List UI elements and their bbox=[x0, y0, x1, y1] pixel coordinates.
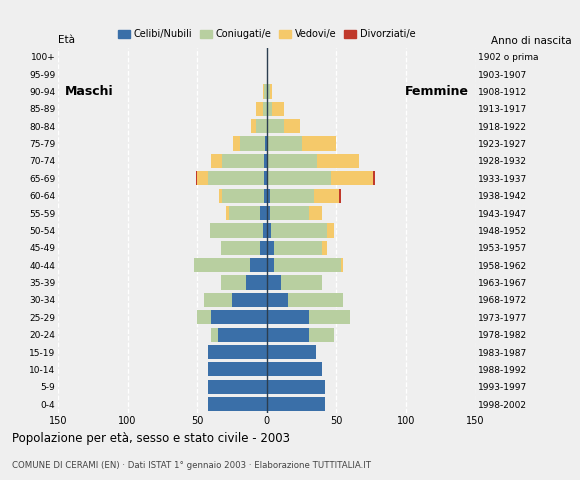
Bar bbox=[309, 327, 333, 342]
Bar bbox=[284, 119, 300, 133]
Bar bbox=[208, 171, 264, 185]
Bar bbox=[208, 397, 267, 411]
Legend: Celibi/Nubili, Coniugati/e, Vedovi/e, Divorziati/e: Celibi/Nubili, Coniugati/e, Vedovi/e, Di… bbox=[114, 25, 419, 43]
Bar bbox=[229, 206, 260, 220]
Text: COMUNE DI CERAMI (EN) · Dati ISTAT 1° gennaio 2003 · Elaborazione TUTTITALIA.IT: COMUNE DI CERAMI (EN) · Dati ISTAT 1° ge… bbox=[12, 461, 371, 470]
Bar bbox=[218, 327, 267, 342]
Bar bbox=[232, 293, 267, 307]
Bar bbox=[327, 223, 333, 238]
Bar bbox=[264, 84, 267, 98]
Bar bbox=[233, 136, 240, 151]
Bar bbox=[267, 276, 281, 289]
Bar bbox=[267, 310, 309, 324]
Bar bbox=[264, 171, 267, 185]
Bar bbox=[267, 362, 322, 376]
Bar bbox=[273, 102, 284, 116]
Bar bbox=[267, 258, 274, 272]
Bar bbox=[194, 258, 250, 272]
Bar bbox=[270, 206, 309, 220]
Bar bbox=[302, 136, 336, 151]
Bar bbox=[271, 223, 327, 238]
Bar bbox=[268, 171, 331, 185]
Bar bbox=[219, 189, 222, 203]
Bar bbox=[263, 102, 267, 116]
Bar bbox=[339, 189, 340, 203]
Bar bbox=[256, 102, 263, 116]
Bar bbox=[256, 119, 267, 133]
Bar bbox=[222, 154, 264, 168]
Bar bbox=[210, 223, 263, 238]
Bar bbox=[317, 154, 358, 168]
Bar bbox=[267, 293, 288, 307]
Text: Maschi: Maschi bbox=[65, 85, 114, 98]
Bar bbox=[267, 136, 302, 151]
Bar bbox=[309, 206, 322, 220]
Bar bbox=[226, 206, 229, 220]
Bar bbox=[267, 84, 270, 98]
Bar bbox=[331, 171, 372, 185]
Bar bbox=[264, 154, 267, 168]
Bar bbox=[268, 154, 317, 168]
Bar bbox=[211, 310, 267, 324]
Bar bbox=[267, 189, 270, 203]
Bar bbox=[263, 223, 267, 238]
Bar bbox=[252, 119, 256, 133]
Bar bbox=[240, 136, 266, 151]
Bar bbox=[267, 119, 284, 133]
Bar bbox=[267, 206, 270, 220]
Bar bbox=[267, 171, 268, 185]
Bar bbox=[246, 276, 267, 289]
Bar bbox=[208, 362, 267, 376]
Bar bbox=[267, 154, 268, 168]
Bar bbox=[314, 189, 339, 203]
Text: Anno di nascita: Anno di nascita bbox=[491, 36, 571, 46]
Bar bbox=[266, 136, 267, 151]
Bar bbox=[260, 206, 267, 220]
Bar bbox=[260, 240, 267, 255]
Bar bbox=[211, 154, 222, 168]
Bar bbox=[267, 380, 325, 394]
Bar bbox=[222, 189, 264, 203]
Bar bbox=[204, 293, 232, 307]
Bar bbox=[221, 240, 260, 255]
Bar bbox=[211, 327, 218, 342]
Bar bbox=[274, 258, 340, 272]
Bar bbox=[270, 189, 314, 203]
Bar bbox=[270, 84, 273, 98]
Bar bbox=[267, 397, 325, 411]
Bar bbox=[274, 240, 322, 255]
Bar bbox=[267, 102, 273, 116]
Bar bbox=[221, 276, 246, 289]
Text: Età: Età bbox=[58, 35, 75, 45]
Bar bbox=[264, 189, 267, 203]
Text: Popolazione per età, sesso e stato civile - 2003: Popolazione per età, sesso e stato civil… bbox=[12, 432, 289, 445]
Bar bbox=[267, 327, 309, 342]
Bar bbox=[281, 276, 322, 289]
Bar bbox=[288, 293, 343, 307]
Bar bbox=[267, 345, 316, 359]
Bar bbox=[267, 240, 274, 255]
Bar bbox=[208, 380, 267, 394]
Bar bbox=[322, 240, 327, 255]
Bar bbox=[250, 258, 267, 272]
Bar bbox=[208, 345, 267, 359]
Bar bbox=[372, 171, 375, 185]
Bar bbox=[197, 171, 208, 185]
Text: Femmine: Femmine bbox=[405, 85, 469, 98]
Bar bbox=[309, 310, 350, 324]
Bar bbox=[340, 258, 343, 272]
Bar bbox=[197, 310, 211, 324]
Bar bbox=[263, 84, 264, 98]
Bar bbox=[267, 223, 271, 238]
Bar bbox=[196, 171, 197, 185]
